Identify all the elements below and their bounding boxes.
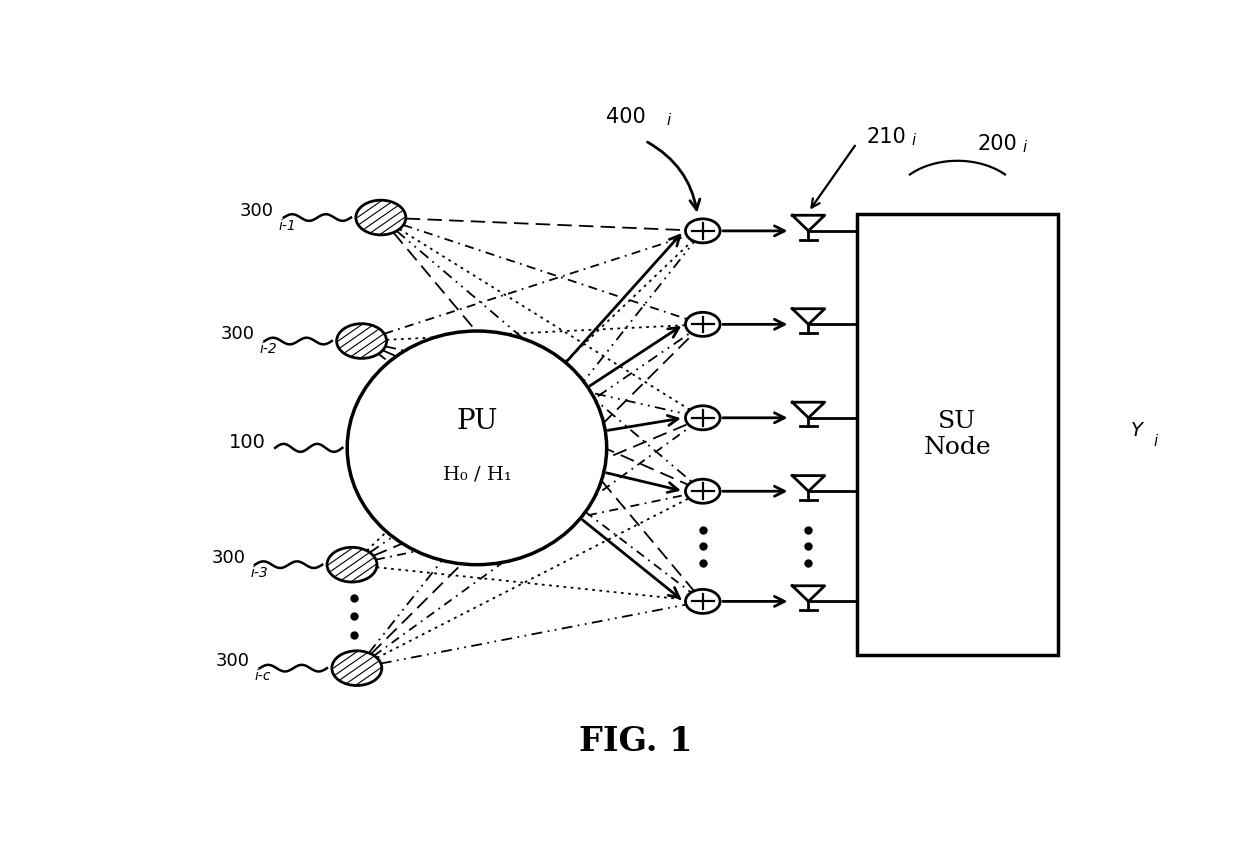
Text: 210: 210 (867, 127, 906, 147)
Circle shape (327, 547, 377, 582)
Text: 300: 300 (211, 549, 246, 567)
Text: 300: 300 (241, 202, 274, 220)
Text: H₀ / H₁: H₀ / H₁ (443, 466, 511, 484)
Text: 100: 100 (228, 433, 265, 452)
Bar (857, 214, 1058, 655)
Text: i-1: i-1 (279, 218, 296, 232)
Circle shape (686, 218, 720, 243)
Text: i: i (666, 114, 671, 128)
Circle shape (686, 590, 720, 614)
Text: Y: Y (1131, 421, 1142, 440)
Ellipse shape (347, 331, 606, 564)
Text: 400: 400 (606, 108, 646, 127)
Text: SU
Node: SU Node (924, 410, 991, 460)
Circle shape (686, 312, 720, 336)
Circle shape (686, 406, 720, 430)
Text: i: i (1153, 434, 1158, 449)
Text: FIG. 1: FIG. 1 (579, 725, 692, 758)
Text: i: i (1022, 140, 1027, 155)
Text: 300: 300 (221, 325, 255, 343)
Text: i-c: i-c (255, 669, 272, 683)
Text: i: i (911, 133, 915, 147)
Text: PU: PU (456, 407, 497, 434)
Circle shape (336, 323, 387, 358)
Circle shape (332, 651, 382, 686)
Circle shape (686, 479, 720, 503)
Text: i-2: i-2 (259, 342, 278, 356)
Circle shape (356, 200, 405, 235)
Text: 300: 300 (216, 653, 250, 670)
Text: 200: 200 (977, 134, 1017, 154)
Text: i-3: i-3 (250, 565, 268, 580)
